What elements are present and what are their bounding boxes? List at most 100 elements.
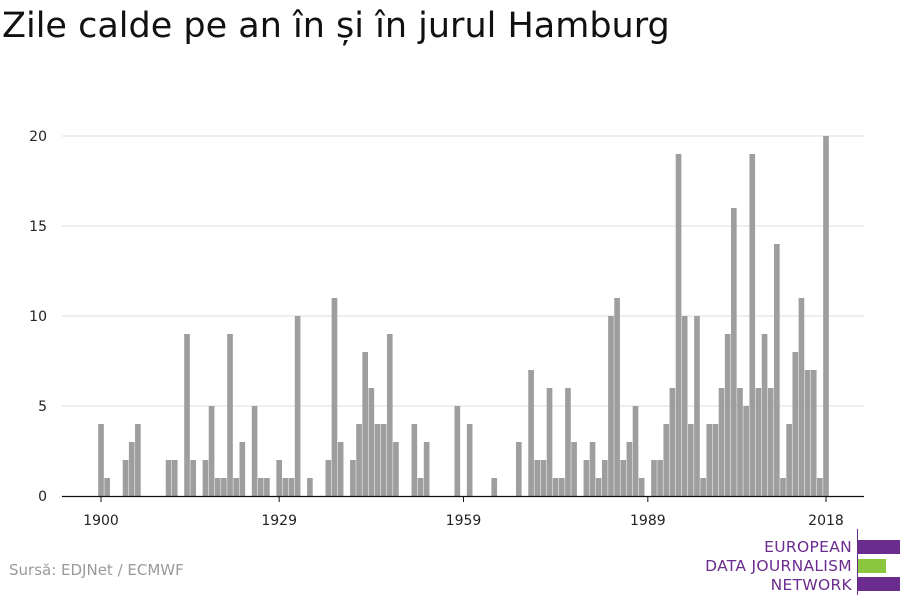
bar — [614, 298, 620, 496]
bar — [761, 334, 768, 496]
bar — [122, 460, 129, 496]
bar — [214, 478, 221, 496]
axes: 0 5 10 15 20 1900 1929 1959 1989 2018 — [29, 129, 864, 529]
bar — [307, 478, 313, 496]
bar — [221, 478, 227, 496]
bar — [755, 388, 762, 496]
bar — [417, 478, 424, 496]
bar — [632, 406, 639, 496]
bar — [135, 424, 141, 496]
bar — [356, 424, 362, 496]
y-tick-label: 0 — [38, 489, 47, 505]
bar — [331, 298, 338, 496]
bar — [663, 424, 670, 496]
bar — [276, 460, 283, 496]
bar — [737, 388, 743, 496]
bar — [528, 370, 534, 496]
bar — [718, 388, 725, 496]
x-tick-label: 1959 — [446, 513, 482, 529]
bars — [98, 136, 829, 496]
bar — [675, 154, 682, 496]
logo-bar-top — [858, 540, 900, 554]
bar — [171, 460, 178, 496]
bar — [98, 424, 104, 496]
bar — [184, 334, 190, 496]
x-tick-label: 2018 — [808, 513, 844, 529]
bar — [294, 316, 301, 496]
bar — [374, 424, 381, 496]
bar — [515, 442, 522, 496]
bar — [546, 388, 553, 496]
bar — [712, 424, 719, 496]
bar — [368, 388, 375, 496]
bar — [571, 442, 577, 496]
y-tick-label: 15 — [29, 219, 47, 235]
gridlines — [62, 135, 864, 407]
bar — [608, 316, 614, 496]
bar — [190, 460, 196, 496]
bar — [657, 460, 663, 496]
bar — [239, 442, 246, 496]
bar — [700, 478, 706, 496]
bar — [257, 478, 264, 496]
logo-divider — [857, 529, 858, 595]
bar — [423, 442, 430, 496]
bar — [233, 478, 239, 496]
bar — [688, 424, 694, 496]
bar — [380, 424, 387, 496]
bar — [466, 424, 473, 496]
bar — [798, 298, 805, 496]
bar — [626, 442, 633, 496]
bar — [104, 478, 110, 496]
bar — [251, 406, 258, 496]
bar — [350, 460, 356, 496]
bar — [202, 460, 209, 496]
source-note: Sursă: EDJNet / ECMWF — [9, 561, 184, 579]
bar — [552, 478, 559, 496]
bar — [128, 442, 135, 496]
x-tick-label: 1989 — [630, 513, 666, 529]
bar — [454, 406, 461, 496]
bar — [589, 442, 596, 496]
y-tick-label: 5 — [38, 399, 47, 415]
bar — [386, 334, 393, 496]
bar — [601, 460, 608, 496]
bar — [534, 460, 541, 496]
bar — [810, 370, 817, 496]
logo-line-1: EUROPEAN — [764, 538, 852, 556]
bar — [669, 388, 676, 496]
bar — [792, 352, 799, 496]
bar — [491, 478, 498, 496]
bar — [565, 388, 571, 496]
bar — [227, 334, 233, 496]
bar — [767, 388, 774, 496]
bar — [325, 460, 332, 496]
bar — [804, 370, 811, 496]
y-tick-label: 10 — [29, 309, 47, 325]
logo-line-2: DATA JOURNALISM — [705, 557, 852, 575]
bar — [208, 406, 215, 496]
bar — [749, 154, 756, 496]
bar — [681, 316, 688, 496]
bar — [558, 478, 565, 496]
logo-line-3: NETWORK — [770, 576, 852, 594]
bar — [706, 424, 713, 496]
bar — [620, 460, 627, 496]
bar — [786, 424, 792, 496]
bar — [731, 208, 737, 496]
y-tick-label: 20 — [29, 129, 47, 145]
bar — [651, 460, 657, 496]
x-tick-label: 1900 — [83, 513, 119, 529]
bar — [362, 352, 369, 496]
bar — [724, 334, 731, 496]
bar — [288, 478, 295, 496]
bar — [264, 478, 270, 496]
bar — [282, 478, 289, 496]
bar — [337, 442, 344, 496]
logo-bar-middle — [858, 559, 886, 573]
bar — [774, 244, 780, 496]
bar — [638, 478, 645, 496]
bar — [694, 316, 700, 496]
bar-chart: 0 5 10 15 20 1900 1929 1959 1989 2018 — [29, 129, 864, 529]
bar — [411, 424, 418, 496]
